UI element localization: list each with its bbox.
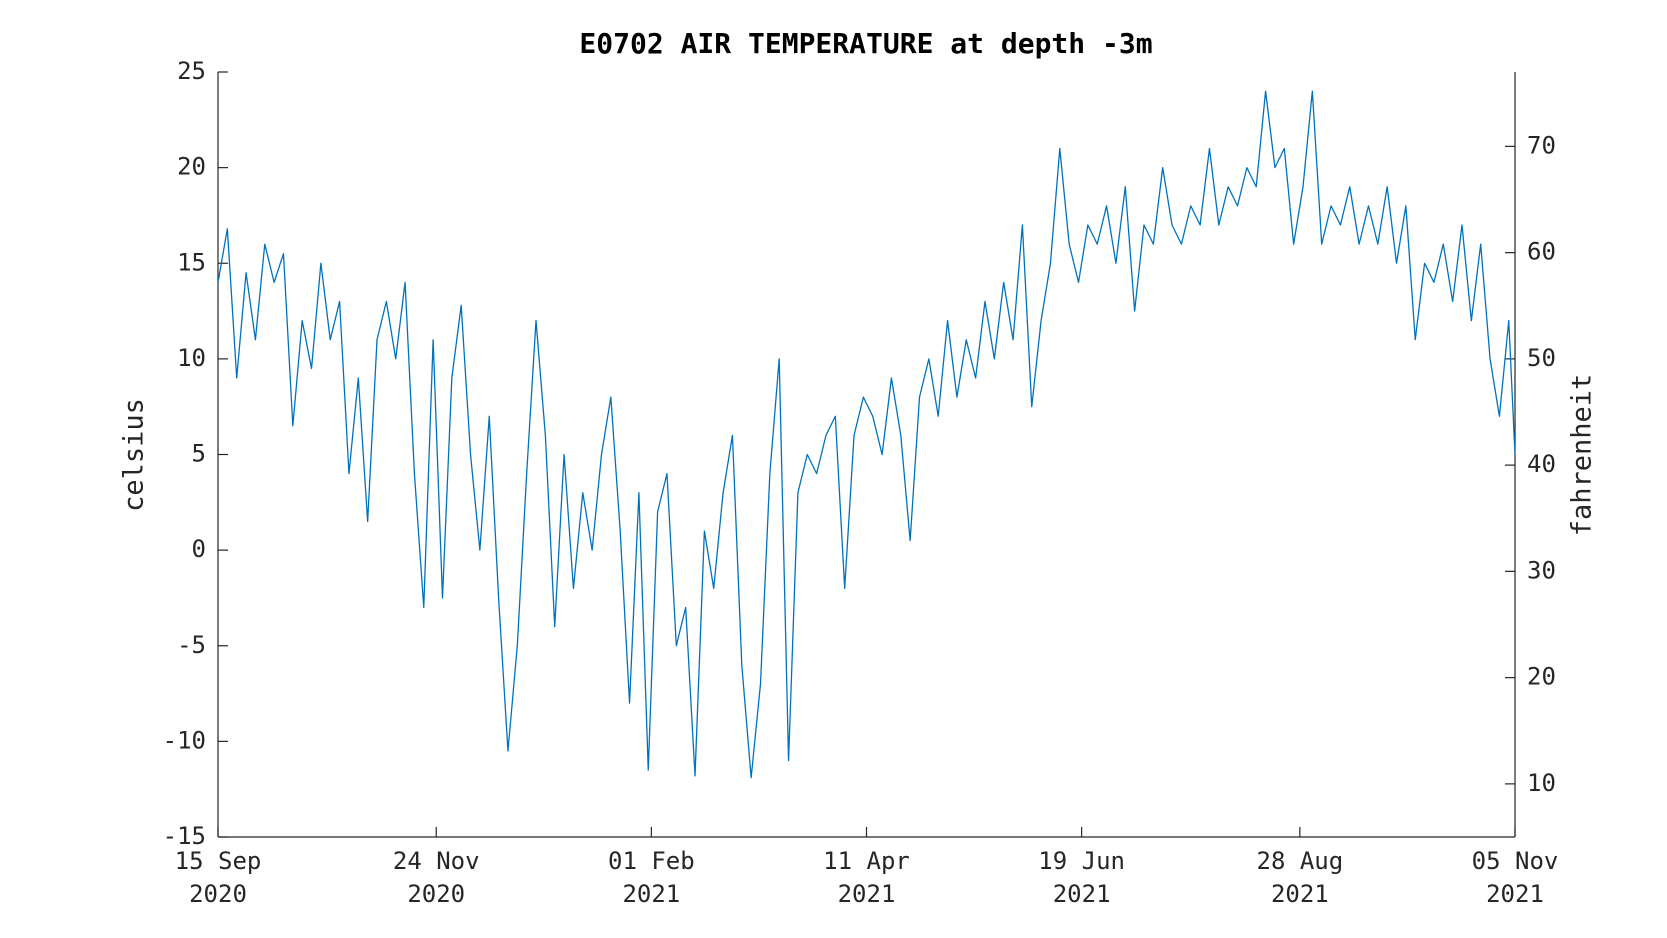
chart-title: E0702 AIR TEMPERATURE at depth -3m	[579, 27, 1152, 60]
y-tick-label: 10	[177, 344, 206, 372]
x-tick-label: 28 Aug 2021	[1256, 847, 1344, 908]
y2-tick-label: 30	[1527, 556, 1556, 584]
y2-tick-label: 70	[1527, 131, 1556, 159]
y-tick-label: -15	[163, 822, 206, 850]
y-tick-label: 15	[177, 248, 206, 276]
y2-tick-label: 50	[1527, 344, 1556, 372]
data-line	[217, 90, 1516, 779]
x-tick-label: 05 Nov 2021	[1471, 847, 1559, 908]
x-tick-label: 01 Feb 2021	[608, 847, 695, 908]
y-axis-label: celsius	[119, 398, 150, 512]
x-tick-label: 15 Sep 2020	[174, 847, 262, 908]
y2-tick-label: 40	[1527, 450, 1556, 478]
x-tick-label: 19 Jun 2021	[1038, 847, 1125, 908]
y2-tick-label: 60	[1527, 238, 1556, 266]
y-tick-label: 5	[192, 440, 206, 468]
y2-axis-label: fahrenheit	[1567, 374, 1598, 537]
y-tick-label: -10	[163, 726, 206, 754]
y2-tick-label: 20	[1527, 663, 1556, 691]
y-tick-label: -5	[177, 631, 206, 659]
y-tick-label: 25	[177, 57, 206, 85]
y-tick-label: 0	[192, 535, 206, 563]
x-tick-label: 24 Nov 2020	[392, 847, 480, 908]
y2-tick-label: 10	[1527, 769, 1556, 797]
x-tick-label: 11 Apr 2021	[823, 847, 910, 908]
y-tick-label: 20	[177, 153, 206, 181]
